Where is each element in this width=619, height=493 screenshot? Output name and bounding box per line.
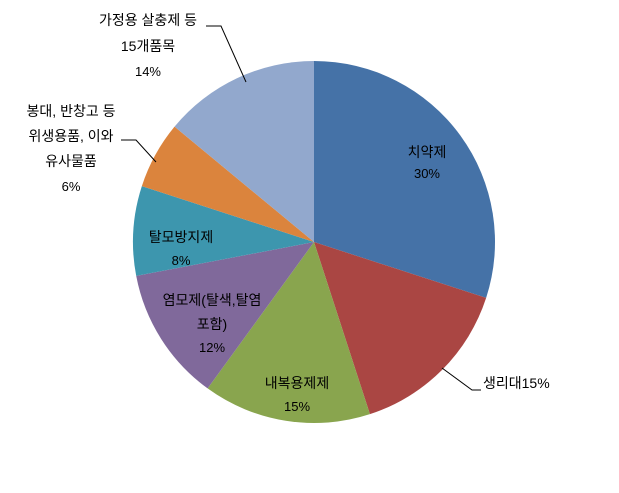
slice-label-percent: 6% (61, 179, 81, 194)
pie-slice-1 (314, 242, 487, 415)
pie-slice-0 (314, 61, 495, 298)
slice-label-text: 탈모방지제 (148, 229, 214, 245)
pie-slice-2 (207, 242, 370, 424)
slice-label-text: 치약제 (407, 144, 447, 160)
slice-label-bandage: 봉대, 반창고 등 위생용품, 이와 유사물품 6% (27, 99, 116, 199)
slice-label-text: 15개품목 (120, 38, 176, 54)
slice-label-percent: 8% (171, 253, 191, 268)
slice-label-insecticide: 가정용 살충제 등 15개품목 14% (99, 7, 197, 85)
slice-label-text: 유사물품 (45, 153, 97, 169)
slice-label-text: 가정용 살충제 등 (99, 12, 197, 28)
pie-slice-3 (136, 242, 314, 389)
slice-label-percent: 14% (134, 64, 162, 79)
pie-slice-6 (174, 61, 314, 242)
slice-label-text: 봉대, 반창고 등 (26, 103, 116, 119)
leader-line-insecticide (206, 25, 247, 83)
slice-label-hair-dye: 염모제(탈색,탈염 포함) 12% (163, 288, 262, 360)
slice-label-text: 위생용품, 이와 (28, 128, 114, 144)
slice-label-text: 내복용제제 (264, 375, 330, 391)
slice-label-hair-loss: 탈모방지제 8% (149, 225, 213, 273)
slice-label-percent: 12% (198, 340, 226, 355)
pie-slice-5 (141, 126, 314, 242)
pie-slice-4 (132, 186, 314, 276)
slice-label-percent: 15% (283, 399, 311, 414)
pie-slices (132, 61, 495, 424)
slice-label-percent: 30% (413, 166, 441, 181)
slice-label-text: 염모제(탈색,탈염 (162, 292, 262, 308)
slice-label-text: 포함) (196, 316, 228, 332)
slice-label-internal-medicine: 내복용제제 15% (265, 372, 329, 418)
slice-label-sanitary-pad: 생리대15% (483, 374, 550, 393)
slice-label-text: 생리대15% (483, 375, 550, 391)
leader-line-sanitary (441, 367, 481, 391)
slice-label-toothpaste: 치약제 30% (408, 141, 447, 185)
leader-line-bandage (121, 139, 157, 163)
